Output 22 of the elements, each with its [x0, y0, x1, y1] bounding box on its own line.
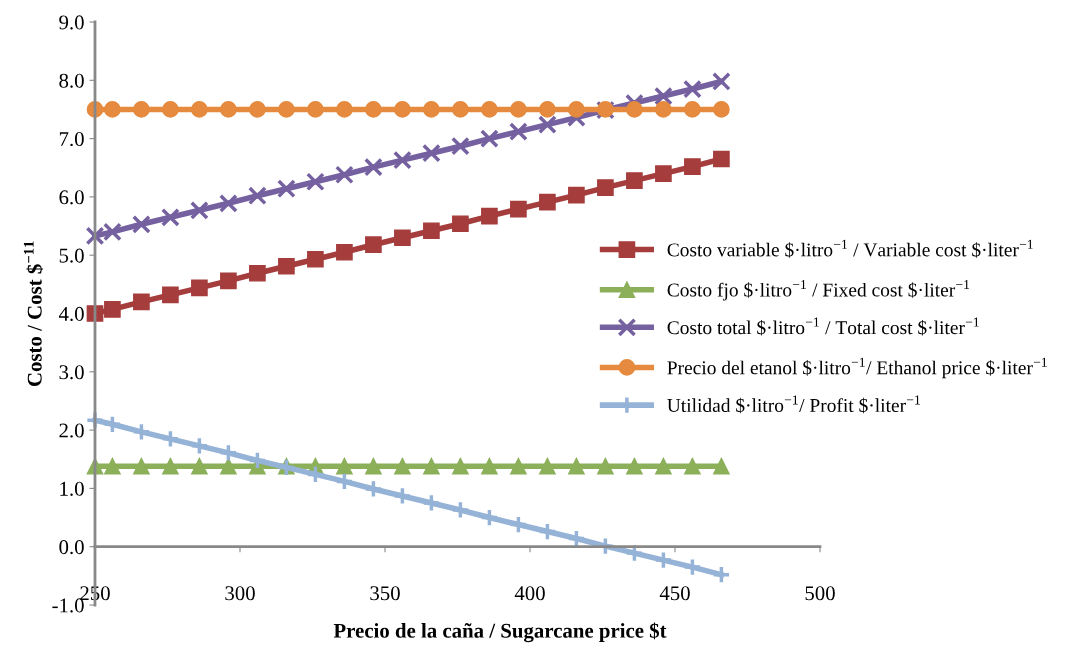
- y-tick-label: 6.0: [59, 190, 84, 205]
- legend-label: Costo total $·litro$^{−1}$ / Total cost $·liter$^{−1}$: [667, 317, 979, 336]
- x-tick-label: 500: [805, 586, 835, 601]
- y-tick-label: 5.0: [59, 248, 84, 263]
- y-tick-label: 7.0: [59, 131, 84, 147]
- legend-label: Costo variable $·litro$^{−1}$ / Variable cost $·liter$^{−1}$: [667, 239, 1033, 258]
- x-tick-label: 300: [225, 586, 255, 601]
- x-tick-label: 450: [659, 586, 690, 601]
- y-tick-label: 9.0: [59, 15, 84, 30]
- x-tick-label: 350: [370, 586, 400, 601]
- legend-label: Costo fjo $·litro$^{−1}$ / Fixed cost $·liter$^{−1}$: [667, 279, 970, 301]
- y-tick-label: 2.0: [59, 423, 84, 438]
- x-axis-title: Precio de la caña / Sugarcane price $t: [333, 622, 667, 643]
- y-axis-title: Costo / Cost $$^{−11}$: [23, 241, 44, 387]
- y-tick-label: 4.0: [58, 306, 84, 322]
- legend-label: Utilidad $·litro$^{−1}$/ Profit $·liter$^{−1}$: [667, 395, 920, 414]
- y-tick-label: 8.0: [59, 73, 84, 88]
- y-tick-label: 1.0: [60, 481, 84, 496]
- y-tick-label: 0.0: [59, 540, 84, 555]
- legend-label: Precio del etanol $·litro$^{−1}$/ Ethanol price $·liter$^{−1}$: [667, 357, 1047, 379]
- x-tick-label: 400: [514, 586, 545, 601]
- y-tick-label: 3.0: [59, 365, 84, 380]
